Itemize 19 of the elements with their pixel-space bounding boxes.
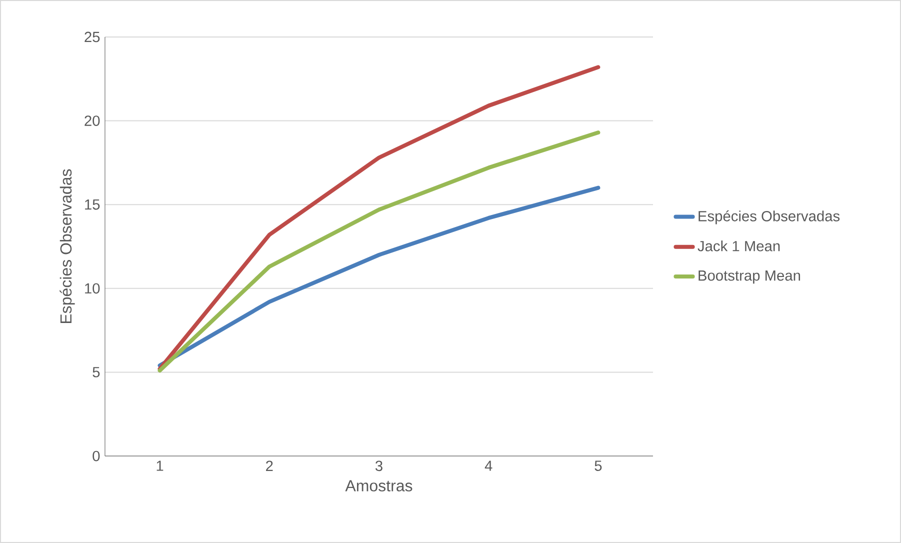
x-tick-label: 2 bbox=[266, 460, 273, 471]
y-tick-label: 10 bbox=[85, 283, 100, 294]
y-tick-label: 25 bbox=[84, 32, 100, 42]
legend-label: Bootstrap Mean bbox=[698, 270, 800, 284]
x-axis-title: Amostras bbox=[345, 480, 412, 492]
y-tick-label: 0 bbox=[92, 450, 100, 462]
line-series bbox=[158, 65, 600, 371]
y-tick-label: 5 bbox=[92, 367, 100, 378]
y-axis-title: Espécies Observadas bbox=[60, 169, 75, 324]
y-tick-label: 20 bbox=[84, 116, 100, 126]
legend-label: Jack 1 Mean bbox=[698, 240, 780, 252]
x-tick-label: 5 bbox=[594, 460, 602, 471]
line-series bbox=[158, 130, 600, 373]
y-tick-label: 15 bbox=[85, 199, 100, 210]
x-tick-label: 1 bbox=[156, 460, 164, 471]
x-tick-label: 3 bbox=[375, 460, 382, 472]
x-tick-label: 4 bbox=[484, 460, 492, 471]
line-series bbox=[158, 186, 600, 368]
legend-label: Espécies Observadas bbox=[698, 210, 840, 224]
